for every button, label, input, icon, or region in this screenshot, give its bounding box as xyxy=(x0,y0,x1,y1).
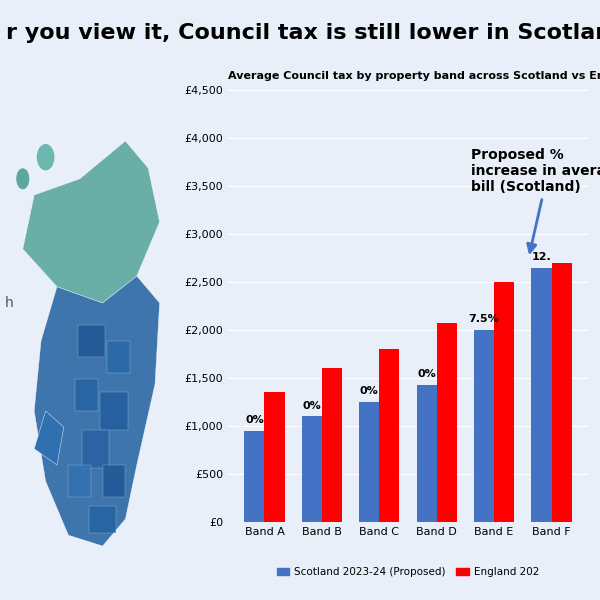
Text: 0%: 0% xyxy=(302,401,321,410)
Ellipse shape xyxy=(37,144,55,170)
Bar xyxy=(107,341,130,373)
Bar xyxy=(244,431,265,522)
Bar xyxy=(100,392,128,430)
Polygon shape xyxy=(23,141,160,303)
Text: 0%: 0% xyxy=(417,370,436,379)
Bar xyxy=(68,465,91,497)
Text: Proposed %
increase in average
bill (Scotland): Proposed % increase in average bill (Sco… xyxy=(471,148,600,252)
Text: 7.5%: 7.5% xyxy=(469,314,499,324)
Bar xyxy=(437,323,457,522)
Bar xyxy=(322,368,342,522)
Bar xyxy=(532,268,551,522)
Text: h: h xyxy=(5,296,13,310)
Bar xyxy=(551,263,572,522)
Bar xyxy=(89,505,116,533)
Ellipse shape xyxy=(16,168,29,190)
Bar xyxy=(359,402,379,522)
Text: 12.: 12. xyxy=(532,252,551,262)
Bar xyxy=(103,465,125,497)
Bar xyxy=(302,416,322,522)
Bar xyxy=(265,392,284,522)
Polygon shape xyxy=(34,411,64,465)
Legend: Scotland 2023-24 (Proposed), England 202: Scotland 2023-24 (Proposed), England 202 xyxy=(272,563,544,581)
Bar xyxy=(75,379,98,411)
Bar xyxy=(82,430,109,468)
Bar xyxy=(379,349,400,522)
Bar xyxy=(494,282,514,522)
Bar xyxy=(474,330,494,522)
Polygon shape xyxy=(34,276,160,546)
Text: r you view it, Council tax is still lower in Scotland than: r you view it, Council tax is still lowe… xyxy=(6,23,600,43)
Bar xyxy=(77,325,105,357)
Text: 0%: 0% xyxy=(360,386,379,396)
Text: Average Council tax by property band across Scotland vs Engla: Average Council tax by property band acr… xyxy=(228,71,600,81)
Bar xyxy=(416,385,437,522)
Text: 0%: 0% xyxy=(245,415,264,425)
